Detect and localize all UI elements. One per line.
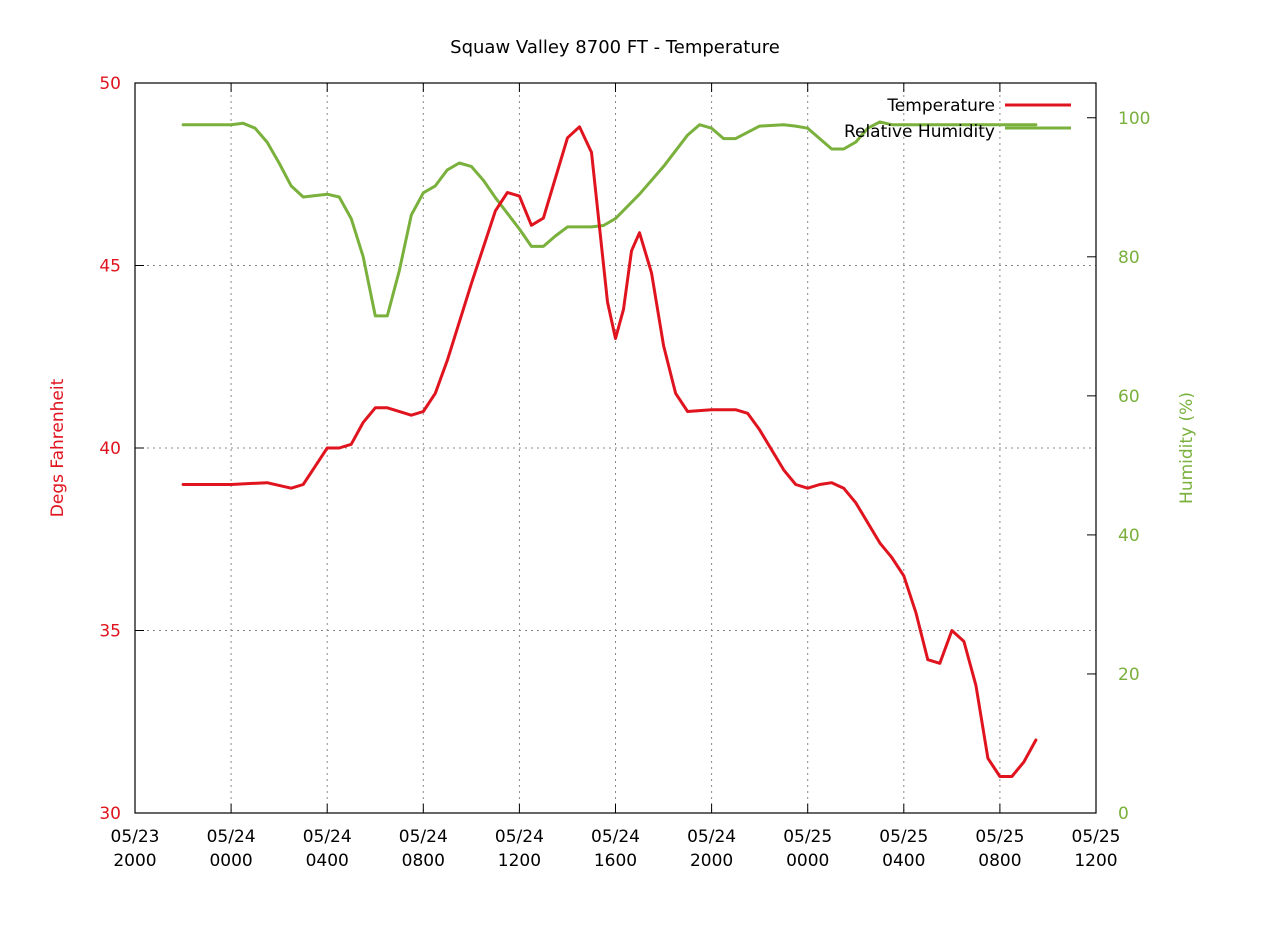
x-tick-label: 0800 (978, 851, 1021, 871)
y-tick-label: 35 (99, 622, 121, 642)
x-tick-label: 2000 (113, 851, 156, 871)
series-line-temperature (181, 125, 1038, 778)
x-tick-label: 05/25 (783, 827, 832, 847)
y2-tick-label: 40 (1118, 526, 1140, 546)
y2-axis-label: Humidity (%) (1177, 392, 1197, 504)
x-tick-label: 05/24 (687, 827, 736, 847)
series-line-relative-humidity (181, 120, 1038, 318)
x-tick-label: 0400 (882, 851, 925, 871)
y-tick-label: 45 (99, 257, 121, 277)
x-tick-label: 0400 (306, 851, 349, 871)
x-tick-label: 0000 (786, 851, 829, 871)
chart-title: Squaw Valley 8700 FT - Temperature (450, 37, 780, 58)
x-tick-label: 05/24 (591, 827, 640, 847)
x-tick-label: 05/25 (975, 827, 1024, 847)
y-tick-label: 30 (99, 804, 121, 824)
x-tick-label: 05/23 (111, 827, 160, 847)
x-tick-label: 1600 (594, 851, 637, 871)
x-tick-label: 0800 (402, 851, 445, 871)
x-tick-label: 05/25 (1072, 827, 1121, 847)
legend-label-temperature: Temperature (886, 96, 995, 116)
legend: Temperature Relative Humidity (844, 96, 1071, 142)
axis-ticks (134, 82, 1097, 814)
x-tick-label: 05/24 (399, 827, 448, 847)
y-tick-label: 50 (99, 74, 121, 94)
y2-tick-label: 80 (1118, 248, 1140, 268)
tick-labels: 05/23 2000 05/24 0000 05/24 0400 05/24 0800 05/2… (99, 74, 1150, 871)
x-tick-label: 1200 (1074, 851, 1117, 871)
x-tick-label: 0000 (209, 851, 252, 871)
y-axis-label: Degs Fahrenheit (48, 378, 68, 517)
series-lines (181, 120, 1038, 778)
y2-tick-label: 20 (1118, 665, 1140, 685)
x-tick-label: 05/24 (303, 827, 352, 847)
legend-label-humidity: Relative Humidity (844, 122, 995, 142)
x-tick-label: 2000 (690, 851, 733, 871)
x-tick-label: 05/24 (495, 827, 544, 847)
x-tick-label: 05/24 (207, 827, 256, 847)
y2-tick-label: 0 (1118, 804, 1129, 824)
x-tick-label: 1200 (498, 851, 541, 871)
y-tick-label: 40 (99, 439, 121, 459)
y2-tick-label: 100 (1118, 109, 1150, 129)
x-tick-label: 05/25 (879, 827, 928, 847)
y2-tick-label: 60 (1118, 387, 1140, 407)
grid (135, 83, 1096, 813)
